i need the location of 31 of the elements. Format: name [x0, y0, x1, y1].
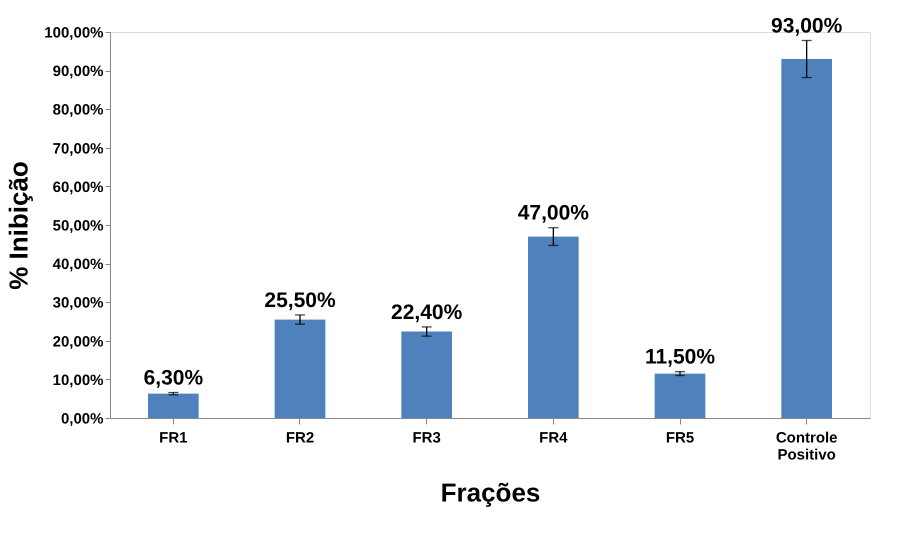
y-tick-label: 20,00%: [52, 333, 104, 350]
x-tick-label: FR3: [412, 430, 441, 446]
data-label: 25,50%: [264, 288, 336, 312]
x-axis-title: Frações: [440, 478, 540, 508]
bar: [781, 59, 832, 418]
bar: [528, 236, 579, 418]
y-tick-label: 100,00%: [44, 24, 104, 42]
y-tick-label: 50,00%: [52, 218, 104, 234]
data-label: 22,40%: [391, 300, 463, 324]
y-tick-label: 30,00%: [52, 294, 104, 312]
y-tick-label: 80,00%: [52, 102, 104, 119]
bar: [401, 332, 452, 418]
bar: [274, 320, 326, 418]
data-label: 47,00%: [518, 202, 590, 225]
y-tick-label: 90,00%: [52, 63, 104, 80]
y-tick-label: 40,00%: [52, 256, 104, 274]
y-tick-label: 60,00%: [52, 178, 104, 196]
data-label: 6,30%: [144, 366, 204, 390]
y-tick-label: 10,00%: [52, 372, 104, 389]
data-label: 93,00%: [771, 14, 843, 38]
data-label: 11,50%: [644, 346, 716, 369]
x-tick-label: FR4: [539, 430, 568, 446]
x-tick-label: Controle Positivo: [776, 430, 838, 464]
y-axis-title: % Inibição: [3, 161, 34, 290]
y-tick-label: 70,00%: [52, 140, 104, 158]
bar: [148, 394, 199, 418]
y-tick-label: 0,00%: [60, 410, 104, 428]
x-tick-label: FR5: [666, 430, 694, 446]
bar: [654, 374, 706, 418]
x-tick-label: FR1: [159, 430, 188, 446]
x-tick-label: FR2: [286, 430, 314, 446]
